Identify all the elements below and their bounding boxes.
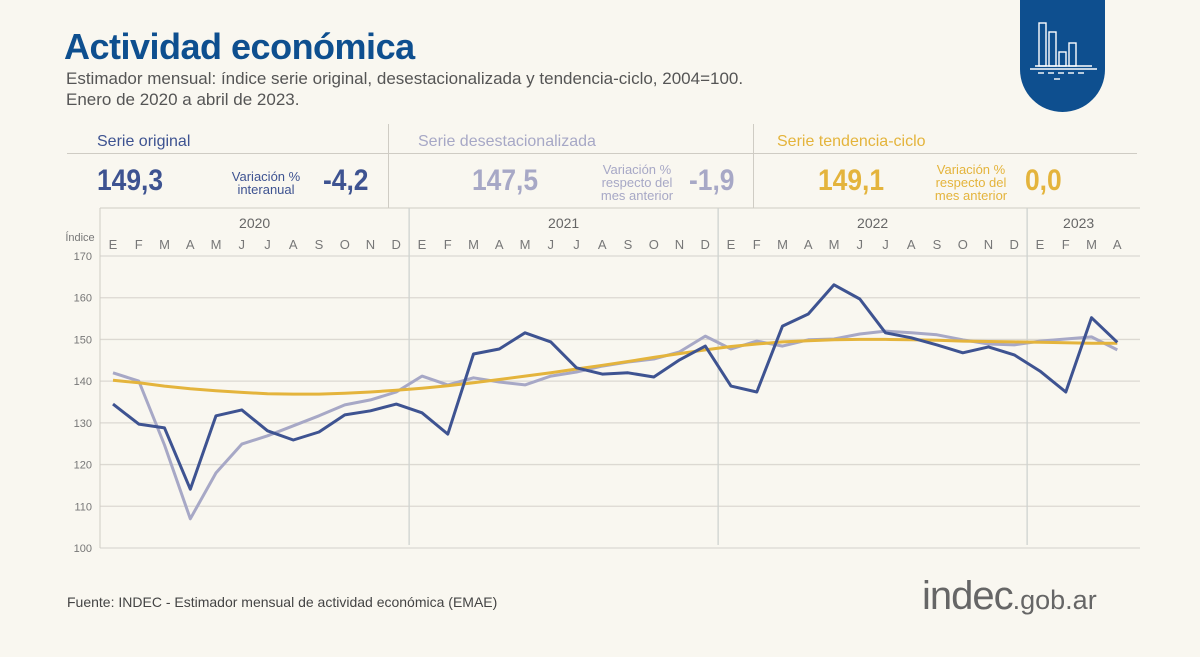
month-label: J (573, 237, 580, 252)
month-label: F (1062, 237, 1070, 252)
seasonal-variation-label: Variación % respecto del mes anterior (600, 162, 674, 203)
source-note: Fuente: INDEC - Estimador mensual de act… (67, 594, 498, 610)
y-tick-label: 170 (74, 251, 92, 263)
month-label: J (264, 237, 271, 252)
year-label: 2020 (239, 215, 270, 231)
y-tick-label: 110 (74, 501, 92, 513)
month-label: N (366, 237, 375, 252)
month-label: M (211, 237, 222, 252)
month-label: D (1010, 237, 1019, 252)
series-line-original (112, 283, 1119, 491)
month-label: M (1086, 237, 1097, 252)
y-tick-label: 160 (74, 293, 92, 305)
y-tick-label: 100 (74, 543, 92, 555)
y-tick-label: 120 (74, 460, 92, 472)
logo-domain: .gob.ar (1012, 585, 1097, 615)
month-label: M (829, 237, 840, 252)
indec-badge (1020, 0, 1105, 112)
month-label: A (1113, 237, 1122, 252)
trend-value: 149,1 (818, 164, 885, 197)
original-value: 149,3 (97, 164, 164, 197)
month-label: J (857, 237, 864, 252)
trend-variation: 0,0 (1025, 164, 1062, 197)
month-label: A (186, 237, 195, 252)
month-label: J (239, 237, 246, 252)
month-label: A (598, 237, 607, 252)
month-label: J (882, 237, 889, 252)
month-label: S (933, 237, 942, 252)
divider (388, 124, 389, 208)
month-label: E (727, 237, 736, 252)
divider (753, 124, 754, 208)
y-tick-label: 150 (74, 334, 92, 346)
page-title: Actividad económica (64, 26, 415, 67)
month-label: S (315, 237, 324, 252)
month-label: M (468, 237, 479, 252)
month-label: F (753, 237, 761, 252)
month-label: N (675, 237, 684, 252)
month-label: F (135, 237, 143, 252)
logo-text: indec (922, 574, 1014, 618)
series-line-desestacionalizada (112, 329, 1118, 521)
year-label: 2021 (548, 215, 579, 231)
month-label: D (701, 237, 710, 252)
month-label: O (340, 237, 350, 252)
date-range: Enero de 2020 a abril de 2023. (66, 90, 300, 109)
month-label: A (289, 237, 298, 252)
bar-chart-icon (1030, 22, 1097, 80)
month-label: O (958, 237, 968, 252)
month-label: O (649, 237, 659, 252)
month-label: E (109, 237, 118, 252)
month-label: A (495, 237, 504, 252)
year-label: 2023 (1063, 215, 1094, 231)
month-label: D (392, 237, 401, 252)
y-tick-label: 140 (74, 376, 92, 388)
indec-logo[interactable]: indec.gob.ar (922, 574, 1097, 619)
month-label: M (520, 237, 531, 252)
seasonal-value: 147,5 (472, 164, 539, 197)
month-label: E (1036, 237, 1045, 252)
original-variation: -4,2 (323, 164, 369, 197)
month-label: S (624, 237, 633, 252)
y-axis-label: Índice (65, 231, 94, 244)
y-tick-label: 130 (74, 418, 92, 430)
month-label: M (777, 237, 788, 252)
original-series-label: Serie original (97, 133, 191, 150)
trend-series-label: Serie tendencia-ciclo (777, 133, 926, 150)
month-label: M (159, 237, 170, 252)
year-label: 2022 (857, 215, 888, 231)
seasonal-series-label: Serie desestacionalizada (418, 133, 596, 150)
subtitle: Estimador mensual: índice serie original… (66, 69, 744, 88)
original-variation-label: Variación % interanual (231, 169, 301, 197)
seasonal-variation: -1,9 (689, 164, 735, 197)
month-label: J (548, 237, 555, 252)
month-label: A (804, 237, 813, 252)
trend-variation-label: Variación % respecto del mes anterior (934, 162, 1008, 203)
month-label: E (418, 237, 427, 252)
series-line-tendencia-ciclo (112, 337, 1118, 396)
month-label: N (984, 237, 993, 252)
divider (67, 153, 1137, 154)
month-label: F (444, 237, 452, 252)
month-label: A (907, 237, 916, 252)
